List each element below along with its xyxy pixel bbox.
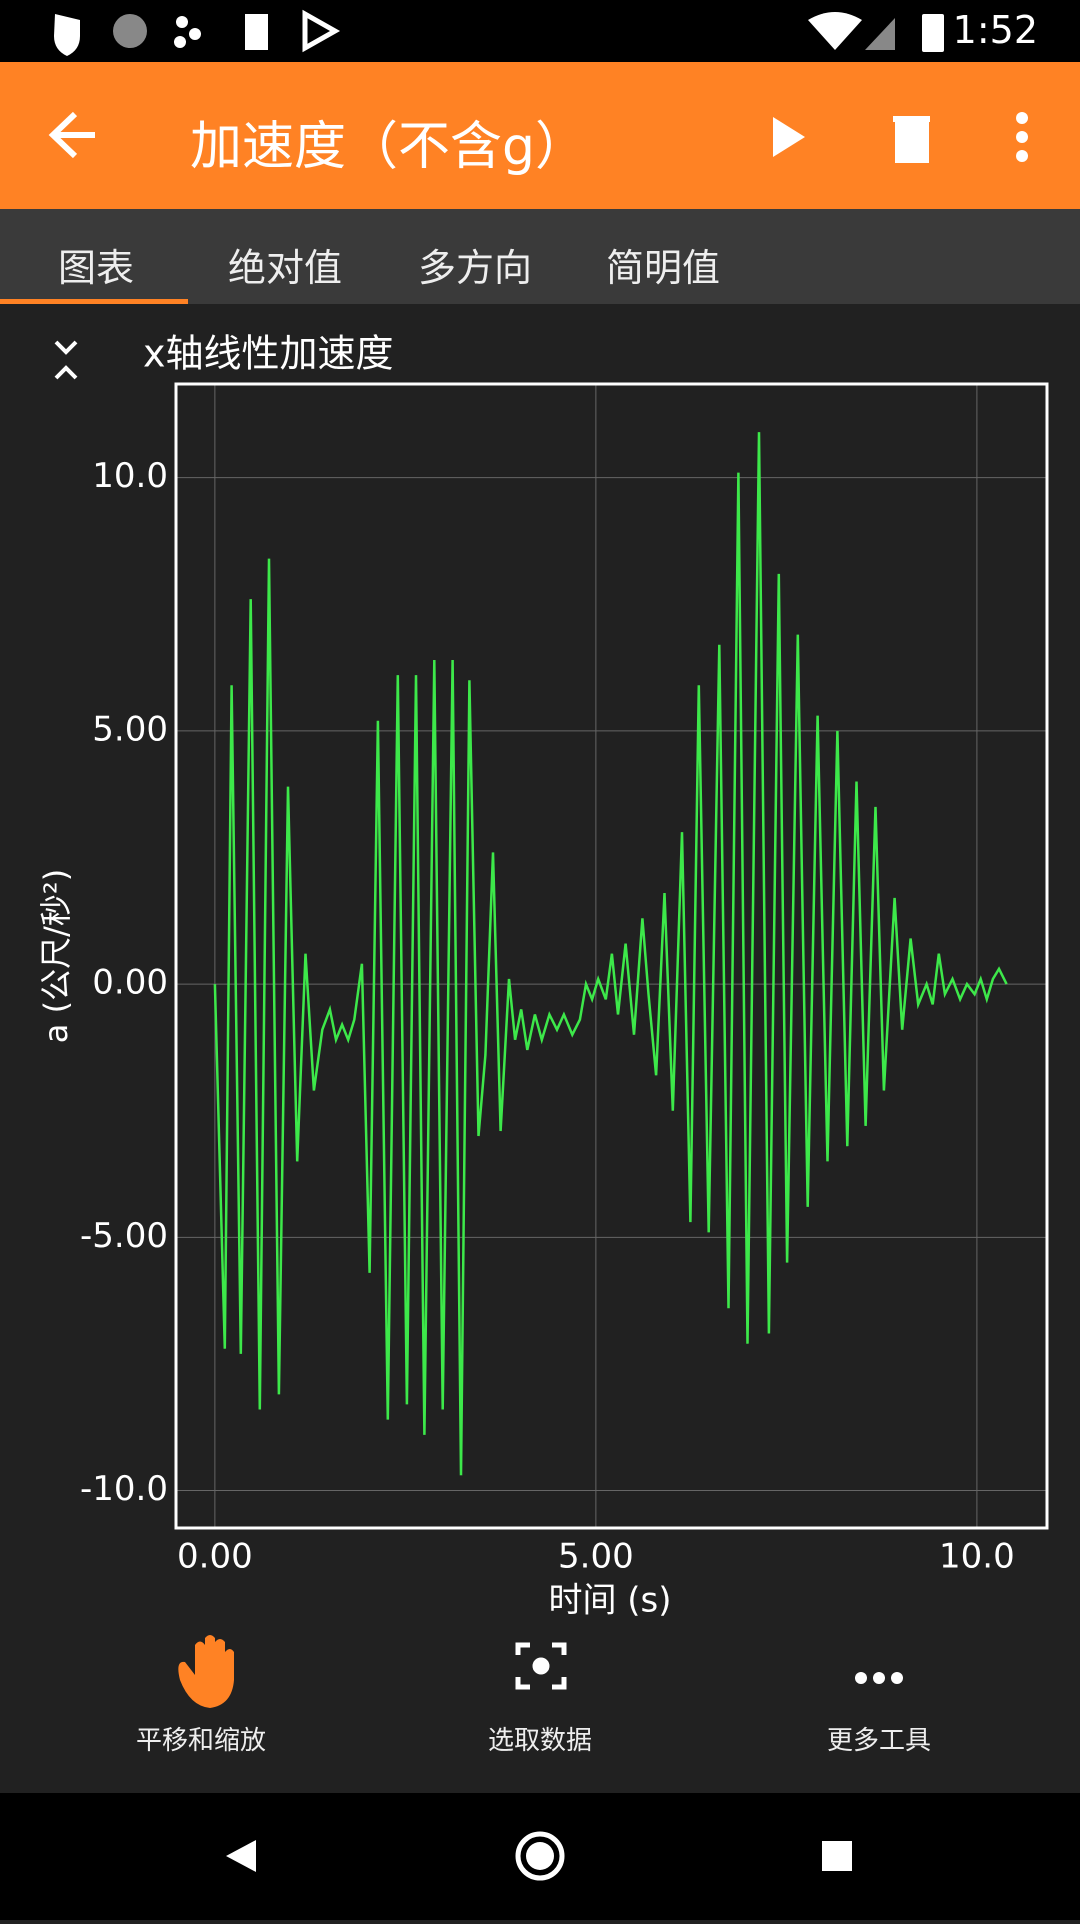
- toolbar-icons: [178, 1635, 903, 1708]
- status-bar: 1:52: [0, 0, 1080, 62]
- y-tick-label: -10.0: [80, 1469, 168, 1509]
- x-axis-label: 时间 (s): [548, 1581, 671, 1621]
- x-tick-label: 0.00: [177, 1537, 253, 1577]
- tab[interactable]: 图表: [58, 246, 135, 290]
- delete-button[interactable]: [893, 116, 930, 163]
- data-line: [213, 432, 1008, 1476]
- back-button[interactable]: [48, 111, 95, 159]
- tab[interactable]: 绝对值: [228, 246, 343, 290]
- clock: 1:52: [952, 8, 1038, 52]
- menu-button[interactable]: [1016, 112, 1028, 162]
- nav-recents[interactable]: [822, 1841, 852, 1871]
- y-tick-label: -5.00: [80, 1216, 168, 1256]
- tab-indicator: [0, 299, 188, 304]
- nav-bar: [0, 1793, 1080, 1920]
- y-tick-label: 5.00: [92, 709, 168, 749]
- y-tick-label: 10.0: [92, 456, 168, 496]
- play-button[interactable]: [773, 117, 805, 157]
- y-tick-label: 0.00: [92, 963, 168, 1003]
- status-icons: [54, 9, 944, 56]
- x-tick-label: 5.00: [558, 1537, 634, 1577]
- plot-frame: [174, 382, 1049, 1530]
- toolbar-button[interactable]: 更多工具: [826, 1726, 931, 1756]
- app-title: 加速度（不含g）: [190, 117, 588, 177]
- nav-icons: [226, 1831, 852, 1881]
- chart: x轴线性加速度 时间 (s) a (公尺/秒²) -10.0 -5.00 0.00 5…: [37, 332, 1049, 1621]
- nav-home[interactable]: [515, 1831, 565, 1881]
- more-icon[interactable]: [855, 1672, 903, 1684]
- tab-bar: 图表 绝对值 多方向 简明值: [0, 209, 1080, 304]
- x-tick-label: 10.0: [939, 1537, 1015, 1577]
- select-icon[interactable]: [515, 1642, 567, 1690]
- toolbar-button[interactable]: 平移和缩放: [135, 1726, 266, 1756]
- app-bar-icons: [48, 111, 1028, 163]
- toolbar-button[interactable]: 选取数据: [487, 1726, 592, 1756]
- chart-title: x轴线性加速度: [143, 332, 394, 376]
- tab[interactable]: 简明值: [606, 246, 721, 290]
- tab[interactable]: 多方向: [418, 246, 533, 290]
- pan-zoom-icon[interactable]: [178, 1635, 234, 1708]
- y-axis-label: a (公尺/秒²): [37, 869, 75, 1043]
- collapse-button[interactable]: [54, 340, 78, 380]
- app-bar: 加速度（不含g）: [0, 62, 1080, 209]
- nav-back[interactable]: [226, 1840, 256, 1872]
